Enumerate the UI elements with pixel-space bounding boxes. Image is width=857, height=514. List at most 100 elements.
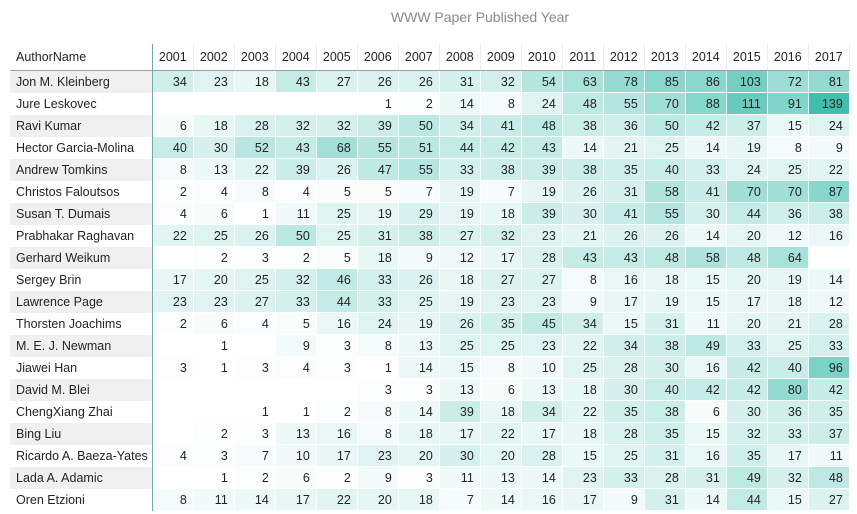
column-header-2008[interactable]: 2008 bbox=[439, 44, 481, 71]
value-cell: 4 bbox=[152, 202, 194, 225]
value-cell: 1 bbox=[357, 92, 399, 115]
column-header-2013[interactable]: 2013 bbox=[644, 44, 686, 71]
author-name-cell: Hector Garcia-Molina bbox=[10, 136, 153, 159]
value-cell: 6 bbox=[152, 114, 194, 137]
column-header-2017[interactable]: 2017 bbox=[808, 44, 850, 71]
column-header-2016[interactable]: 2016 bbox=[767, 44, 809, 71]
value-cell: 17 bbox=[275, 488, 317, 511]
value-cell: 81 bbox=[808, 70, 850, 93]
value-cell: 42 bbox=[808, 378, 850, 401]
column-header-2005[interactable]: 2005 bbox=[316, 44, 358, 71]
value-cell: 23 bbox=[152, 290, 194, 313]
value-cell: 27 bbox=[808, 488, 850, 511]
column-header-2002[interactable]: 2002 bbox=[193, 44, 235, 71]
value-cell: 25 bbox=[234, 268, 276, 291]
value-cell: 25 bbox=[644, 136, 686, 159]
table-row: David M. Blei 3 3 13 6 13 18 30 40 42 42 80 42 bbox=[10, 378, 850, 401]
value-cell: 18 bbox=[480, 400, 522, 423]
value-cell: 27 bbox=[316, 70, 358, 93]
column-header-2001[interactable]: 2001 bbox=[152, 44, 194, 71]
value-cell: 17 bbox=[562, 488, 604, 511]
table-row: Hector Garcia-Molina 40 30 52 43 68 55 51 44 42 43… bbox=[10, 136, 850, 159]
column-header-2009[interactable]: 2009 bbox=[480, 44, 522, 71]
value-cell: 44 bbox=[439, 136, 481, 159]
value-cell: 70 bbox=[644, 92, 686, 115]
value-cell: 33 bbox=[357, 268, 399, 291]
table-row: Prabhakar Raghavan 22 25 26 50 25 31 38 27 32 23 21… bbox=[10, 224, 850, 247]
value-cell: 25 bbox=[480, 334, 522, 357]
table-row: Susan T. Dumais 4 6 1 11 25 19 29 19 18 39 30 41 55 30… bbox=[10, 202, 850, 225]
value-cell: 11 bbox=[275, 202, 317, 225]
value-cell: 26 bbox=[316, 158, 358, 181]
value-cell: 26 bbox=[398, 70, 440, 93]
value-cell: 23 bbox=[521, 334, 563, 357]
value-cell: 8 bbox=[152, 488, 194, 511]
column-header-2012[interactable]: 2012 bbox=[603, 44, 645, 71]
value-cell: 5 bbox=[316, 246, 358, 269]
column-header-2015[interactable]: 2015 bbox=[726, 44, 768, 71]
value-cell: 1 bbox=[193, 334, 235, 357]
value-cell: 31 bbox=[603, 180, 645, 203]
value-cell: 14 bbox=[685, 488, 727, 511]
value-cell: 20 bbox=[480, 444, 522, 467]
value-cell: 18 bbox=[562, 378, 604, 401]
value-cell: 3 bbox=[234, 422, 276, 445]
value-cell: 33 bbox=[275, 290, 317, 313]
column-header-2006[interactable]: 2006 bbox=[357, 44, 399, 71]
column-header-2004[interactable]: 2004 bbox=[275, 44, 317, 71]
column-header-2011[interactable]: 2011 bbox=[562, 44, 604, 71]
value-cell: 24 bbox=[521, 92, 563, 115]
value-cell: 25 bbox=[398, 290, 440, 313]
author-name-cell: Lawrence Page bbox=[10, 290, 153, 313]
value-cell: 48 bbox=[726, 246, 768, 269]
value-cell: 20 bbox=[357, 488, 399, 511]
value-cell: 5 bbox=[275, 312, 317, 335]
column-header-2007[interactable]: 2007 bbox=[398, 44, 440, 71]
value-cell: 78 bbox=[603, 70, 645, 93]
value-cell: 8 bbox=[152, 158, 194, 181]
value-cell: 2 bbox=[234, 466, 276, 489]
value-cell: 14 bbox=[521, 466, 563, 489]
value-cell: 32 bbox=[275, 268, 317, 291]
value-cell: 4 bbox=[152, 444, 194, 467]
value-cell: 139 bbox=[808, 92, 850, 115]
value-cell: 19 bbox=[439, 180, 481, 203]
column-header-2003[interactable]: 2003 bbox=[234, 44, 276, 71]
author-name-cell: Sergey Brin bbox=[10, 268, 153, 291]
value-cell: 25 bbox=[193, 224, 235, 247]
value-cell: 26 bbox=[562, 180, 604, 203]
value-cell bbox=[152, 422, 194, 445]
value-cell: 17 bbox=[726, 290, 768, 313]
value-cell: 42 bbox=[685, 114, 727, 137]
value-cell: 44 bbox=[726, 202, 768, 225]
value-cell: 19 bbox=[726, 136, 768, 159]
value-cell: 39 bbox=[357, 114, 399, 137]
table-row: ChengXiang Zhai 1 1 2 8 14 39 18 34 22 35 38 6 30 36 35 bbox=[10, 400, 850, 423]
author-name-cell: David M. Blei bbox=[10, 378, 153, 401]
value-cell: 18 bbox=[562, 422, 604, 445]
value-cell: 9 bbox=[808, 136, 850, 159]
value-cell: 39 bbox=[521, 158, 563, 181]
value-cell: 15 bbox=[767, 114, 809, 137]
author-name-cell: Prabhakar Raghavan bbox=[10, 224, 153, 247]
value-cell: 23 bbox=[521, 290, 563, 313]
value-cell: 33 bbox=[808, 334, 850, 357]
column-header-2010[interactable]: 2010 bbox=[521, 44, 563, 71]
value-cell: 25 bbox=[767, 334, 809, 357]
value-cell: 40 bbox=[644, 158, 686, 181]
value-cell: 31 bbox=[685, 466, 727, 489]
value-cell: 38 bbox=[644, 334, 686, 357]
row-header-label[interactable]: AuthorName bbox=[10, 44, 153, 71]
value-cell: 10 bbox=[521, 356, 563, 379]
value-cell: 4 bbox=[234, 312, 276, 335]
column-header-2014[interactable]: 2014 bbox=[685, 44, 727, 71]
value-cell: 22 bbox=[562, 334, 604, 357]
value-cell: 58 bbox=[644, 180, 686, 203]
value-cell: 44 bbox=[316, 290, 358, 313]
value-cell: 19 bbox=[439, 290, 481, 313]
value-cell: 6 bbox=[275, 466, 317, 489]
value-cell bbox=[275, 92, 317, 115]
value-cell: 14 bbox=[562, 136, 604, 159]
table-row: Jon M. Kleinberg 34 23 18 43 27 26 26 31 32 54 63 78… bbox=[10, 70, 850, 93]
value-cell: 52 bbox=[234, 136, 276, 159]
